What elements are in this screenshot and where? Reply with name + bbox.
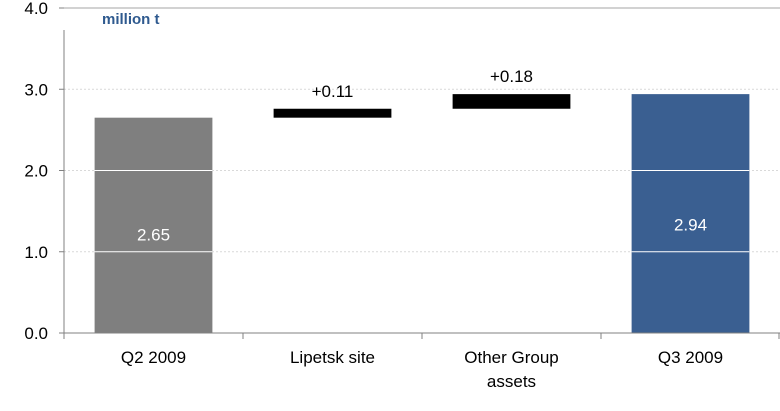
category-label-2-line-1: assets <box>487 372 536 391</box>
unit-label: million t <box>102 11 160 28</box>
bar-0 <box>94 117 213 333</box>
bar-3 <box>631 94 750 333</box>
y-tick-label-0: 0.0 <box>24 324 48 343</box>
y-tick-label-4: 4.0 <box>24 0 48 18</box>
category-label-1: Lipetsk site <box>290 348 375 367</box>
data-label-3: 2.94 <box>674 215 707 234</box>
bar-2 <box>452 94 571 109</box>
data-labels: 2.65 +0.11 +0.18 2.94 <box>137 67 707 244</box>
category-label-2: Other Group assets <box>464 348 559 391</box>
y-tick-label-1: 1.0 <box>24 243 48 262</box>
bar-1 <box>273 108 392 118</box>
y-tick-label-2: 2.0 <box>24 162 48 181</box>
data-label-0: 2.65 <box>137 225 170 244</box>
bars <box>94 94 750 333</box>
category-label-1-line-0: Lipetsk site <box>290 348 375 367</box>
axes: 0.0 1.0 2.0 3.0 4.0 Q2 2009 Lipetsk site Other … <box>24 0 780 391</box>
category-label-0: Q2 2009 <box>121 348 186 367</box>
category-label-3: Q3 2009 <box>658 348 723 367</box>
y-tick-label-3: 3.0 <box>24 80 48 99</box>
data-label-1: +0.11 <box>312 82 354 101</box>
category-label-0-line-0: Q2 2009 <box>121 348 186 367</box>
category-label-3-line-0: Q3 2009 <box>658 348 723 367</box>
data-label-2: +0.18 <box>490 67 533 86</box>
category-label-2-line-0: Other Group <box>464 348 559 367</box>
